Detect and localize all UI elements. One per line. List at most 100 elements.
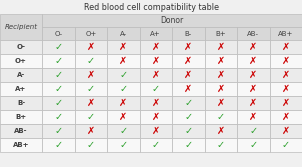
Text: ✓: ✓ bbox=[249, 140, 257, 150]
Text: ✗: ✗ bbox=[119, 56, 127, 66]
Text: ✓: ✓ bbox=[87, 140, 95, 150]
Bar bbox=[172, 138, 204, 152]
Bar bbox=[42, 138, 75, 152]
Bar bbox=[172, 27, 204, 40]
Text: O-: O- bbox=[54, 31, 62, 37]
Text: ✓: ✓ bbox=[282, 140, 290, 150]
Text: ✗: ✗ bbox=[282, 56, 290, 66]
Bar bbox=[107, 27, 140, 40]
Text: ✗: ✗ bbox=[152, 112, 160, 122]
Text: Recipient: Recipient bbox=[5, 24, 37, 30]
Text: AB-: AB- bbox=[14, 128, 28, 134]
Bar bbox=[269, 96, 302, 110]
Text: ✓: ✓ bbox=[184, 140, 192, 150]
Text: ✗: ✗ bbox=[217, 84, 225, 94]
Text: ✓: ✓ bbox=[54, 70, 62, 80]
Text: ✗: ✗ bbox=[282, 112, 290, 122]
Bar bbox=[172, 124, 204, 138]
Text: ✓: ✓ bbox=[119, 84, 127, 94]
Text: ✗: ✗ bbox=[249, 56, 257, 66]
Text: AB-: AB- bbox=[247, 31, 259, 37]
Text: A+: A+ bbox=[150, 31, 161, 37]
Bar bbox=[75, 54, 107, 68]
Text: ✗: ✗ bbox=[282, 126, 290, 136]
Bar bbox=[140, 96, 172, 110]
Bar bbox=[75, 124, 107, 138]
Text: ✗: ✗ bbox=[249, 112, 257, 122]
Text: ✗: ✗ bbox=[282, 42, 290, 52]
Bar bbox=[172, 82, 204, 96]
Text: ✓: ✓ bbox=[152, 140, 160, 150]
Text: ✓: ✓ bbox=[119, 126, 127, 136]
Bar bbox=[0, 96, 42, 110]
Text: ✓: ✓ bbox=[54, 42, 62, 52]
Text: ✗: ✗ bbox=[282, 98, 290, 108]
Bar bbox=[269, 110, 302, 124]
Text: O-: O- bbox=[17, 44, 25, 50]
Text: ✗: ✗ bbox=[184, 42, 192, 52]
Text: ✗: ✗ bbox=[184, 70, 192, 80]
Text: O+: O+ bbox=[85, 31, 96, 37]
Text: ✓: ✓ bbox=[119, 70, 127, 80]
Bar bbox=[237, 40, 269, 54]
Bar bbox=[204, 68, 237, 82]
Bar bbox=[237, 82, 269, 96]
Text: A-: A- bbox=[120, 31, 127, 37]
Bar bbox=[107, 96, 140, 110]
Text: B+: B+ bbox=[15, 114, 27, 120]
Text: B-: B- bbox=[17, 100, 25, 106]
Bar bbox=[172, 110, 204, 124]
Text: Donor: Donor bbox=[160, 16, 184, 25]
Text: ✓: ✓ bbox=[87, 56, 95, 66]
Bar bbox=[204, 110, 237, 124]
Text: ✗: ✗ bbox=[119, 112, 127, 122]
Text: ✗: ✗ bbox=[184, 84, 192, 94]
Bar bbox=[0, 0, 302, 14]
Bar bbox=[42, 96, 75, 110]
Bar bbox=[107, 68, 140, 82]
Text: ✗: ✗ bbox=[249, 42, 257, 52]
Text: ✗: ✗ bbox=[217, 126, 225, 136]
Text: ✗: ✗ bbox=[152, 98, 160, 108]
Bar bbox=[107, 40, 140, 54]
Bar bbox=[172, 96, 204, 110]
Bar bbox=[0, 68, 42, 82]
Text: ✗: ✗ bbox=[249, 70, 257, 80]
Bar bbox=[0, 54, 42, 68]
Text: ✓: ✓ bbox=[54, 112, 62, 122]
Bar bbox=[107, 54, 140, 68]
Text: ✗: ✗ bbox=[87, 126, 95, 136]
Bar bbox=[237, 138, 269, 152]
Text: ✓: ✓ bbox=[54, 56, 62, 66]
Bar bbox=[75, 96, 107, 110]
Bar bbox=[0, 14, 42, 40]
Bar bbox=[107, 110, 140, 124]
Text: ✗: ✗ bbox=[119, 42, 127, 52]
Bar bbox=[237, 124, 269, 138]
Bar bbox=[0, 40, 42, 54]
Bar bbox=[107, 82, 140, 96]
Text: ✓: ✓ bbox=[54, 140, 62, 150]
Text: ✓: ✓ bbox=[152, 84, 160, 94]
Bar bbox=[140, 138, 172, 152]
Bar bbox=[0, 138, 42, 152]
Text: ✗: ✗ bbox=[217, 98, 225, 108]
Text: ✗: ✗ bbox=[152, 56, 160, 66]
Text: AB+: AB+ bbox=[278, 31, 294, 37]
Text: AB+: AB+ bbox=[13, 142, 29, 148]
Text: ✓: ✓ bbox=[184, 112, 192, 122]
Bar bbox=[269, 68, 302, 82]
Bar bbox=[172, 40, 204, 54]
Text: O+: O+ bbox=[15, 58, 27, 64]
Bar bbox=[75, 110, 107, 124]
Bar bbox=[140, 54, 172, 68]
Text: ✓: ✓ bbox=[217, 112, 225, 122]
Text: ✗: ✗ bbox=[282, 70, 290, 80]
Bar bbox=[204, 96, 237, 110]
Bar bbox=[204, 27, 237, 40]
Bar bbox=[42, 110, 75, 124]
Text: ✗: ✗ bbox=[87, 70, 95, 80]
Text: ✓: ✓ bbox=[54, 126, 62, 136]
Text: ✓: ✓ bbox=[54, 84, 62, 94]
Bar bbox=[75, 82, 107, 96]
